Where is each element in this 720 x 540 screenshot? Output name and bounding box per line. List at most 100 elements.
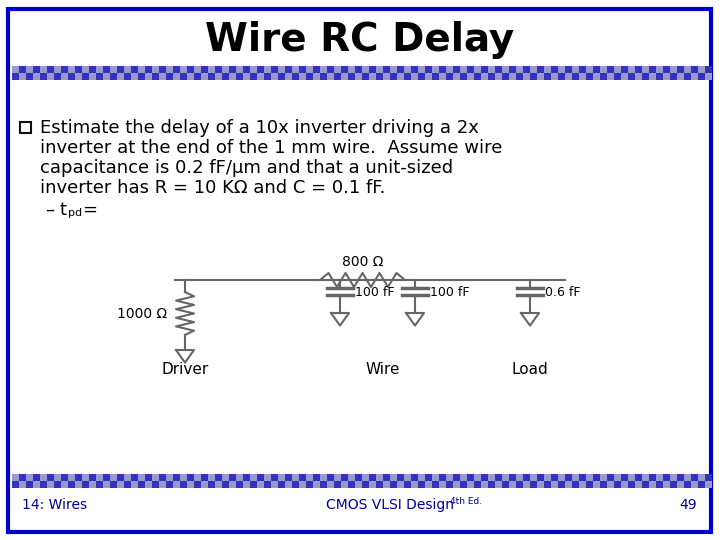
Bar [355, 481, 362, 488]
Text: capacitance is 0.2 fF/μm and that a unit-sized: capacitance is 0.2 fF/μm and that a unit… [40, 159, 453, 177]
Bar [152, 73, 159, 80]
Bar [523, 474, 530, 481]
Bar [523, 481, 530, 488]
Bar [397, 481, 404, 488]
Bar [446, 481, 453, 488]
Bar [544, 73, 551, 80]
Bar [516, 73, 523, 80]
Bar [12, 481, 19, 488]
Bar [285, 73, 292, 80]
Bar [292, 73, 299, 80]
Bar [243, 73, 250, 80]
Bar [264, 73, 271, 80]
Bar [348, 73, 355, 80]
Bar [362, 474, 369, 481]
Bar [516, 481, 523, 488]
Bar [208, 474, 215, 481]
Bar [551, 481, 558, 488]
Bar [684, 66, 691, 73]
Bar [383, 474, 390, 481]
Text: Wire RC Delay: Wire RC Delay [205, 21, 515, 59]
Bar [236, 66, 243, 73]
Bar [544, 481, 551, 488]
Bar [530, 66, 537, 73]
Bar [355, 474, 362, 481]
Bar [642, 474, 649, 481]
Bar [264, 481, 271, 488]
Bar [292, 66, 299, 73]
Bar [166, 481, 173, 488]
Bar [145, 73, 152, 80]
Bar [628, 474, 635, 481]
Bar [278, 73, 285, 80]
Bar [481, 66, 488, 73]
Text: CMOS VLSI Design: CMOS VLSI Design [326, 498, 454, 512]
Bar [341, 73, 348, 80]
Bar [467, 73, 474, 80]
Text: inverter at the end of the 1 mm wire.  Assume wire: inverter at the end of the 1 mm wire. As… [40, 139, 503, 157]
Bar [523, 73, 530, 80]
Bar [152, 66, 159, 73]
Bar [61, 66, 68, 73]
Bar [243, 66, 250, 73]
Bar [656, 481, 663, 488]
Bar [537, 474, 544, 481]
Bar [565, 474, 572, 481]
Bar [432, 481, 439, 488]
Bar [565, 66, 572, 73]
Bar [348, 481, 355, 488]
Bar [432, 73, 439, 80]
Bar [411, 474, 418, 481]
Bar [383, 481, 390, 488]
Bar [61, 474, 68, 481]
Bar [551, 73, 558, 80]
Bar [82, 474, 89, 481]
Text: t: t [60, 201, 67, 219]
Bar [705, 73, 712, 80]
Bar [614, 474, 621, 481]
Bar [488, 474, 495, 481]
Text: 100 fF: 100 fF [430, 286, 469, 299]
Bar [502, 73, 509, 80]
Bar [376, 73, 383, 80]
Bar [586, 474, 593, 481]
Bar [159, 481, 166, 488]
Bar [75, 66, 82, 73]
Bar [26, 73, 33, 80]
Bar [61, 73, 68, 80]
Bar [614, 66, 621, 73]
Bar [600, 73, 607, 80]
Bar [306, 73, 313, 80]
Bar [614, 481, 621, 488]
Bar [47, 481, 54, 488]
Bar [600, 66, 607, 73]
Bar [537, 481, 544, 488]
Bar [551, 474, 558, 481]
Bar [439, 66, 446, 73]
Bar [621, 481, 628, 488]
Bar [292, 474, 299, 481]
Bar [33, 73, 40, 80]
Bar [670, 474, 677, 481]
Bar [607, 474, 614, 481]
Bar [677, 474, 684, 481]
Bar [166, 73, 173, 80]
Bar [411, 481, 418, 488]
Bar [705, 66, 712, 73]
Bar [411, 73, 418, 80]
Bar [698, 73, 705, 80]
Bar [194, 66, 201, 73]
Bar [369, 481, 376, 488]
Bar [131, 66, 138, 73]
Bar [621, 73, 628, 80]
Bar [607, 481, 614, 488]
Bar [12, 474, 19, 481]
Bar [117, 73, 124, 80]
Text: Estimate the delay of a 10x inverter driving a 2x: Estimate the delay of a 10x inverter dri… [40, 119, 479, 137]
Bar [222, 73, 229, 80]
Bar [327, 474, 334, 481]
Bar [306, 474, 313, 481]
Bar [670, 481, 677, 488]
Bar [89, 481, 96, 488]
Bar [19, 66, 26, 73]
